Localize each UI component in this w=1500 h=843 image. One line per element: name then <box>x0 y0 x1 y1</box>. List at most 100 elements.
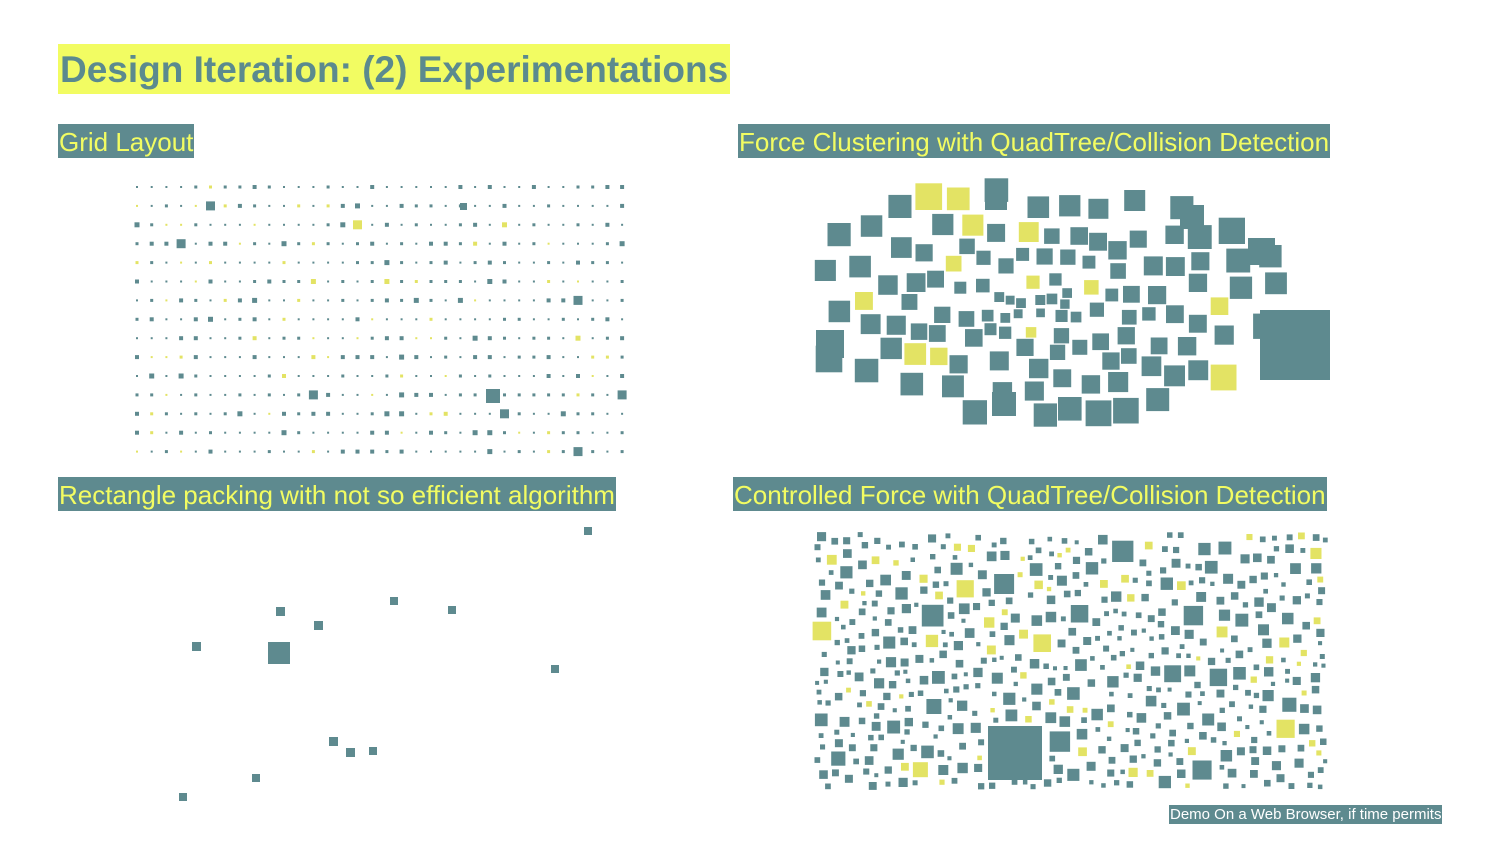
grid-square <box>179 355 183 359</box>
controlled-square <box>1086 761 1096 771</box>
controlled-square <box>1095 635 1100 641</box>
controlled-square <box>1101 558 1107 564</box>
controlled-square <box>883 692 891 701</box>
grid-square <box>268 356 271 359</box>
controlled-square <box>818 579 826 586</box>
grid-square <box>606 375 609 377</box>
controlled-square <box>989 631 996 637</box>
controlled-square <box>853 758 859 765</box>
grid-square <box>253 204 257 208</box>
controlled-square <box>864 756 874 765</box>
controlled-square <box>817 532 827 542</box>
controlled-square <box>1085 562 1099 575</box>
grid-square <box>341 318 344 321</box>
grid-square <box>487 449 493 455</box>
controlled-square <box>840 600 849 609</box>
packing-square <box>346 748 355 757</box>
controlled-square <box>873 713 880 719</box>
grid-square <box>253 375 256 377</box>
grid-square <box>620 298 624 302</box>
grid-square <box>621 412 624 415</box>
grid-square <box>518 337 521 340</box>
controlled-square <box>938 725 945 732</box>
grid-square <box>283 299 285 302</box>
controlled-square <box>1092 618 1101 626</box>
controlled-square <box>1300 704 1309 713</box>
grid-square <box>267 393 271 397</box>
grid-square <box>194 374 198 378</box>
grid-square <box>532 299 535 302</box>
controlled-square <box>948 698 953 703</box>
controlled-square <box>901 604 911 614</box>
grid-square <box>399 203 404 208</box>
grid-square <box>459 337 462 340</box>
force-square <box>860 215 883 237</box>
grid-square <box>474 318 477 321</box>
controlled-square <box>920 586 928 594</box>
grid-square <box>488 223 491 226</box>
grid-square <box>605 222 610 227</box>
grid-square <box>149 317 154 322</box>
controlled-square <box>989 782 996 789</box>
controlled-square <box>1259 720 1264 725</box>
grid-square <box>400 431 403 434</box>
controlled-square <box>1271 761 1281 771</box>
controlled-square <box>970 722 981 733</box>
controlled-square <box>1104 611 1109 617</box>
grid-square <box>209 412 212 415</box>
controlled-square <box>1255 611 1263 619</box>
controlled-square <box>956 580 974 598</box>
grid-square <box>355 317 360 322</box>
grid-square <box>503 375 506 377</box>
controlled-square <box>975 683 981 689</box>
controlled-square <box>825 783 831 790</box>
controlled-square <box>976 642 981 647</box>
grid-square <box>458 242 462 246</box>
controlled-square <box>1107 769 1115 777</box>
force-square <box>1060 249 1076 265</box>
grid-square <box>341 393 344 396</box>
grid-square <box>356 280 359 283</box>
grid-square <box>547 336 551 340</box>
grid-square <box>180 280 183 283</box>
controlled-square <box>1267 555 1275 564</box>
controlled-square <box>861 591 866 596</box>
packing-square <box>329 737 338 746</box>
force-square <box>1089 232 1107 251</box>
grid-square <box>355 449 360 454</box>
grid-square <box>253 393 256 396</box>
grid-square <box>414 204 418 208</box>
grid-square <box>605 355 609 359</box>
grid-square <box>532 431 535 434</box>
controlled-square <box>1118 625 1124 631</box>
controlled-square <box>955 659 964 668</box>
grid-square <box>341 242 344 245</box>
controlled-square <box>1171 599 1178 606</box>
controlled-square <box>919 574 928 583</box>
controlled-square <box>1250 676 1257 683</box>
grid-square <box>165 431 168 434</box>
grid-square <box>238 431 241 434</box>
force-square <box>1248 238 1275 265</box>
grid-square <box>135 261 139 265</box>
grid-square <box>591 337 594 340</box>
grid-square <box>370 412 374 416</box>
controlled-square <box>1177 581 1186 590</box>
packing-square <box>276 607 285 616</box>
controlled-square <box>1028 538 1035 545</box>
grid-square <box>384 336 389 341</box>
grid-square <box>429 392 433 397</box>
force-square <box>1044 228 1060 244</box>
grid-square <box>268 412 271 415</box>
grid-square <box>297 204 301 208</box>
controlled-square <box>1072 556 1081 564</box>
grid-layout-visualization <box>134 185 627 457</box>
force-square <box>1177 337 1197 356</box>
force-square <box>1059 195 1081 217</box>
controlled-square <box>957 700 968 711</box>
controlled-square <box>1072 572 1080 579</box>
controlled-square <box>1101 783 1106 788</box>
force-square <box>994 292 1005 302</box>
packing-square <box>252 774 260 782</box>
controlled-square <box>1219 707 1225 713</box>
